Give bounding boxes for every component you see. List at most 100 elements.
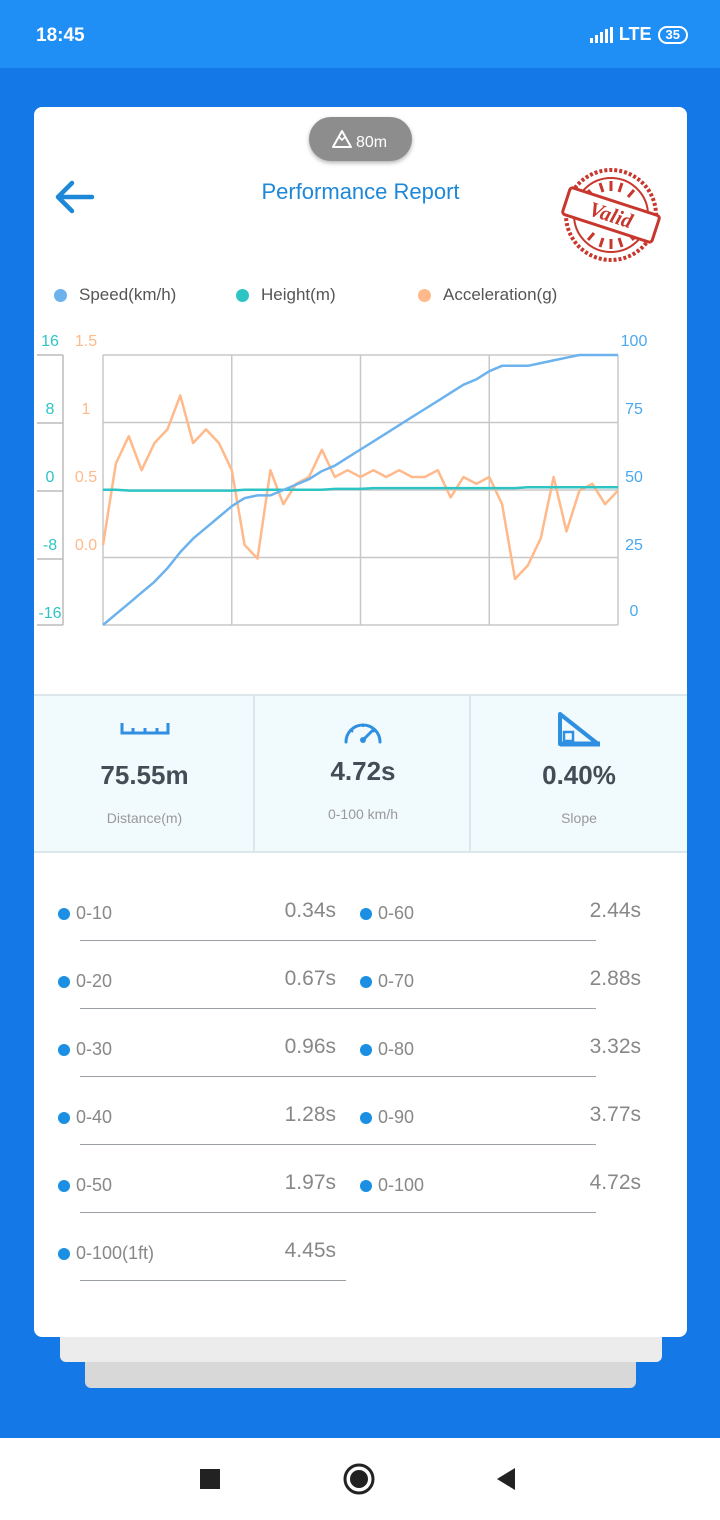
y-tick-acceleration: 1 — [82, 401, 91, 418]
stat-value: 75.55m — [100, 760, 189, 790]
split-value: 2.88s — [589, 967, 641, 990]
triangle-back-icon[interactable] — [495, 1467, 517, 1491]
y-tick-height: 16 — [41, 333, 59, 350]
list-item: 0-100(1ft) 4.45s — [34, 1215, 354, 1283]
split-label: 0-60 — [378, 903, 415, 923]
y-tick-height: -16 — [38, 605, 61, 622]
split-label: 0-50 — [76, 1175, 113, 1195]
y-tick-acceleration: 0.5 — [75, 469, 97, 486]
bullet — [58, 976, 70, 988]
altitude-badge[interactable]: 80m — [309, 117, 412, 161]
report-card: 80m Performance Report Valid Speed(km/h)… — [34, 107, 687, 1337]
split-label: 0-80 — [378, 1039, 415, 1059]
stat-slope: 0.40% Slope — [471, 696, 687, 851]
status-bar: 18:45 LTE 35 — [0, 0, 720, 68]
stat-distance: 75.55m Distance(m) — [34, 696, 255, 851]
split-value: 3.32s — [589, 1035, 641, 1058]
stat-value: 0.40% — [542, 760, 616, 790]
list-item: 0-90 3.77s — [336, 1079, 666, 1147]
list-item: 0-20 0.67s — [34, 943, 354, 1011]
y-tick-speed: 100 — [621, 333, 648, 350]
list-item: 0-70 2.88s — [336, 943, 666, 1011]
page-title: Performance Report — [261, 179, 460, 204]
mountain-icon — [332, 130, 352, 148]
divider — [336, 1144, 596, 1145]
list-item: 0-30 0.96s — [34, 1011, 354, 1079]
divider — [80, 1076, 346, 1077]
series-line-acceleration-g — [101, 394, 619, 581]
legend-label: Height(m) — [261, 285, 336, 304]
split-label: 0-90 — [378, 1107, 415, 1127]
bullet — [360, 1044, 372, 1056]
altitude-value: 80m — [356, 134, 388, 151]
divider — [80, 1144, 346, 1145]
bullet — [360, 1112, 372, 1124]
divider — [469, 696, 471, 851]
bullet — [360, 1180, 372, 1192]
list-item: 0-100 4.72s — [336, 1147, 666, 1215]
split-value: 2.44s — [589, 899, 641, 922]
bullet — [360, 908, 372, 920]
legend-label: Acceleration(g) — [443, 285, 558, 304]
split-value: 1.97s — [284, 1171, 336, 1194]
split-value: 0.67s — [284, 967, 336, 990]
stat-value: 4.72s — [330, 756, 396, 786]
divider — [336, 940, 596, 941]
divider — [336, 1008, 596, 1009]
divider — [336, 1212, 596, 1213]
divider — [80, 940, 346, 941]
back-arrow-icon[interactable] — [50, 177, 98, 217]
bullet — [58, 1248, 70, 1260]
split-label: 0-100(1ft) — [76, 1243, 155, 1263]
y-tick-speed: 25 — [625, 537, 643, 554]
y-tick-speed: 75 — [625, 401, 643, 418]
split-label: 0-40 — [76, 1107, 113, 1127]
legend-dot — [236, 288, 249, 302]
divider — [336, 1076, 596, 1077]
legend-label: Speed(km/h) — [79, 285, 177, 304]
list-item: 0-50 1.97s — [34, 1147, 354, 1215]
legend-speed: Speed(km/h) — [54, 285, 176, 305]
y-tick-height: 0 — [46, 469, 55, 486]
valid-stamp-icon: Valid — [561, 168, 661, 262]
split-label: 0-20 — [76, 971, 113, 991]
stat-label: 0-100 km/h — [327, 806, 399, 822]
square-icon[interactable] — [199, 1468, 221, 1490]
y-tick-speed: 50 — [625, 469, 643, 486]
split-value: 4.45s — [284, 1239, 336, 1262]
speedometer-icon — [344, 723, 382, 744]
performance-chart: 16 8 0 -8 -16 1.5 1 0.5 0.0 100 75 50 25 0 — [37, 333, 648, 626]
bullet — [58, 908, 70, 920]
legend-dot — [418, 288, 431, 302]
divider — [80, 1008, 346, 1009]
split-value: 3.77s — [589, 1103, 641, 1126]
signal-icon — [589, 26, 613, 43]
list-item: 0-60 2.44s — [336, 875, 666, 943]
y-tick-acceleration: 0.0 — [75, 537, 97, 554]
list-item: 0-80 3.32s — [336, 1011, 666, 1079]
split-value: 1.28s — [284, 1103, 336, 1126]
system-nav-bar — [0, 1438, 720, 1520]
series-line-speed-km-h — [102, 353, 618, 626]
list-item: 0-10 0.34s — [34, 875, 354, 943]
list-item: 0-40 1.28s — [34, 1079, 354, 1147]
battery-icon: 35 — [657, 25, 688, 44]
split-label: 0-30 — [76, 1039, 113, 1059]
status-time: 18:45 — [36, 25, 85, 46]
series-line-height-m — [103, 485, 618, 492]
split-label: 0-100 — [378, 1175, 425, 1195]
legend-acceleration: Acceleration(g) — [418, 285, 557, 305]
bullet — [58, 1044, 70, 1056]
stats-panel: 75.55m Distance(m) 4.72s 0-100 km/h 0.40… — [34, 694, 687, 853]
split-value: 0.34s — [284, 899, 336, 922]
ruler-icon — [120, 723, 169, 735]
stat-label: Distance(m) — [106, 810, 183, 826]
split-value: 4.72s — [589, 1171, 641, 1194]
circle-icon[interactable] — [343, 1463, 375, 1495]
bullet — [360, 976, 372, 988]
legend-height: Height(m) — [236, 285, 336, 305]
bullet — [58, 1112, 70, 1124]
slope-icon — [558, 712, 600, 747]
divider — [80, 1212, 346, 1213]
network-label: LTE — [618, 24, 652, 44]
